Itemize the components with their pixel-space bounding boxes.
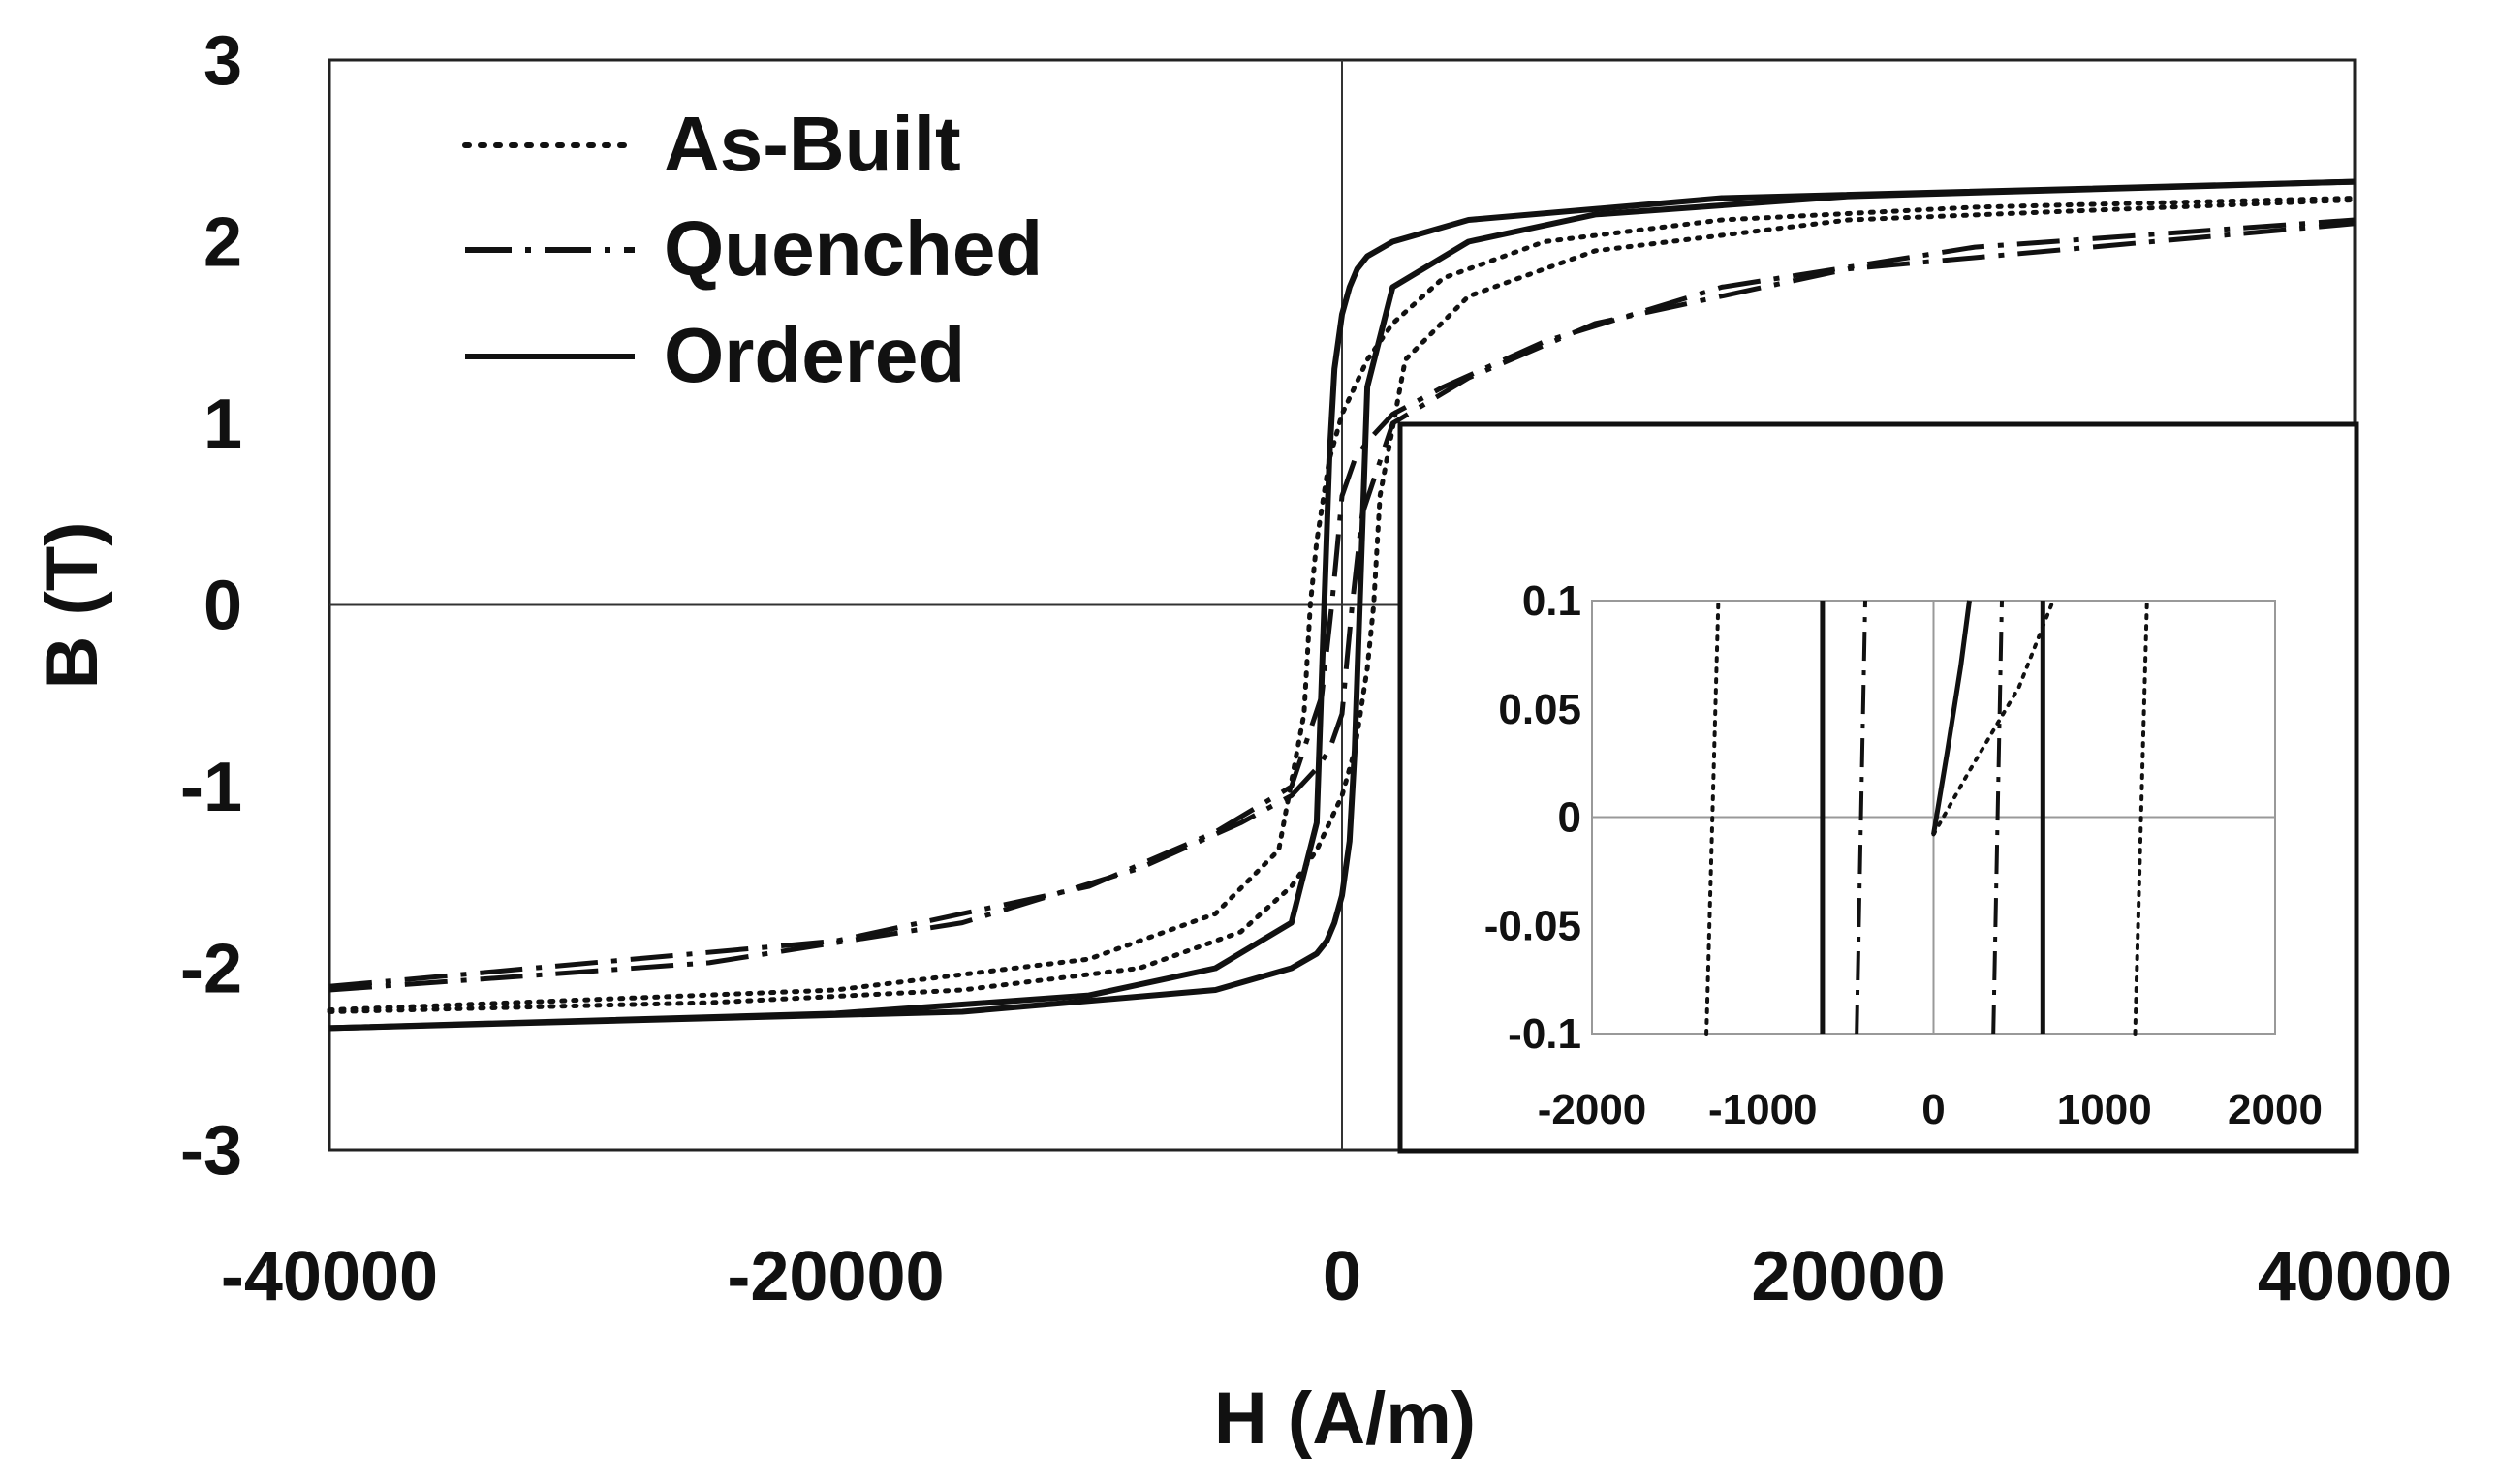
legend-label-as-built: As-Built	[664, 101, 961, 187]
main-y-tick-label: 3	[203, 22, 242, 100]
inset-chart: -0.1 -0.05 0 0.05 0.1 -2000 -1000 0 1000 2000	[1397, 421, 2359, 1154]
inset-series-as-built	[2133, 599, 2149, 1036]
inset-series-quenched	[1855, 600, 1867, 1035]
inset-series-ordered	[1931, 600, 1972, 835]
inset-y-tick-label: 0.05	[1498, 686, 1581, 733]
inset-x-tick-labels: -2000 -1000 0 1000 2000	[1538, 1086, 2323, 1133]
inset-y-tick-label: 0	[1558, 794, 1581, 842]
inset-x-tick-label: 2000	[2228, 1086, 2323, 1133]
main-y-tick-label: -2	[180, 931, 242, 1008]
inset-y-tick-label: 0.1	[1522, 577, 1581, 625]
main-x-tick-label: 40000	[2258, 1238, 2451, 1315]
inset-y-tick-label: -0.05	[1484, 902, 1581, 949]
main-y-tick-labels: -3 -2 -1 0 1 2 3	[180, 22, 242, 1190]
main-x-tick-labels: -40000 -20000 0 20000 40000	[221, 1238, 2451, 1315]
main-x-tick-label: 20000	[1751, 1238, 1945, 1315]
main-y-tick-label: 0	[203, 568, 242, 645]
legend-label-quenched: Quenched	[664, 205, 1043, 292]
series-quenched-lower-branch	[328, 221, 2356, 993]
main-y-tick-label: -3	[180, 1112, 242, 1190]
inset-y-tick-labels: -0.1 -0.05 0 0.05 0.1	[1484, 577, 1581, 1058]
inset-zero-axes	[1592, 601, 2275, 1034]
legend-label-ordered: Ordered	[664, 312, 965, 398]
series-as-built-upper-branch	[327, 196, 2357, 1013]
inset-series-as-built	[1931, 599, 2055, 837]
inset-x-tick-label: 0	[1921, 1086, 1945, 1133]
series-ordered-upper-branch	[328, 178, 2356, 1032]
main-y-tick-label: 2	[203, 204, 242, 282]
main-x-tick-label: -40000	[221, 1238, 438, 1315]
inset-frame	[1397, 421, 2359, 1154]
main-series-group	[327, 178, 2357, 1032]
main-y-tick-label: -1	[180, 749, 242, 826]
main-x-tick-label: 0	[1323, 1238, 1361, 1315]
legend: As-Built Quenched Ordered	[462, 101, 1043, 398]
x-axis-title: H (A/m)	[1214, 1377, 1476, 1460]
y-axis-title: B (T)	[31, 521, 113, 689]
inset-x-tick-label: -2000	[1538, 1086, 1647, 1133]
inset-x-tick-label: -1000	[1708, 1086, 1818, 1133]
inset-series-group	[1704, 599, 2149, 1036]
main-y-tick-label: 1	[203, 386, 242, 463]
main-x-tick-label: -20000	[727, 1238, 944, 1315]
series-ordered-lower-branch	[328, 178, 2356, 1032]
inset-x-tick-label: 1000	[2057, 1086, 2152, 1133]
inset-series-as-built	[1704, 599, 1721, 1036]
inset-y-tick-label: -0.1	[1508, 1010, 1581, 1058]
inset-series-quenched	[1991, 600, 2004, 1035]
